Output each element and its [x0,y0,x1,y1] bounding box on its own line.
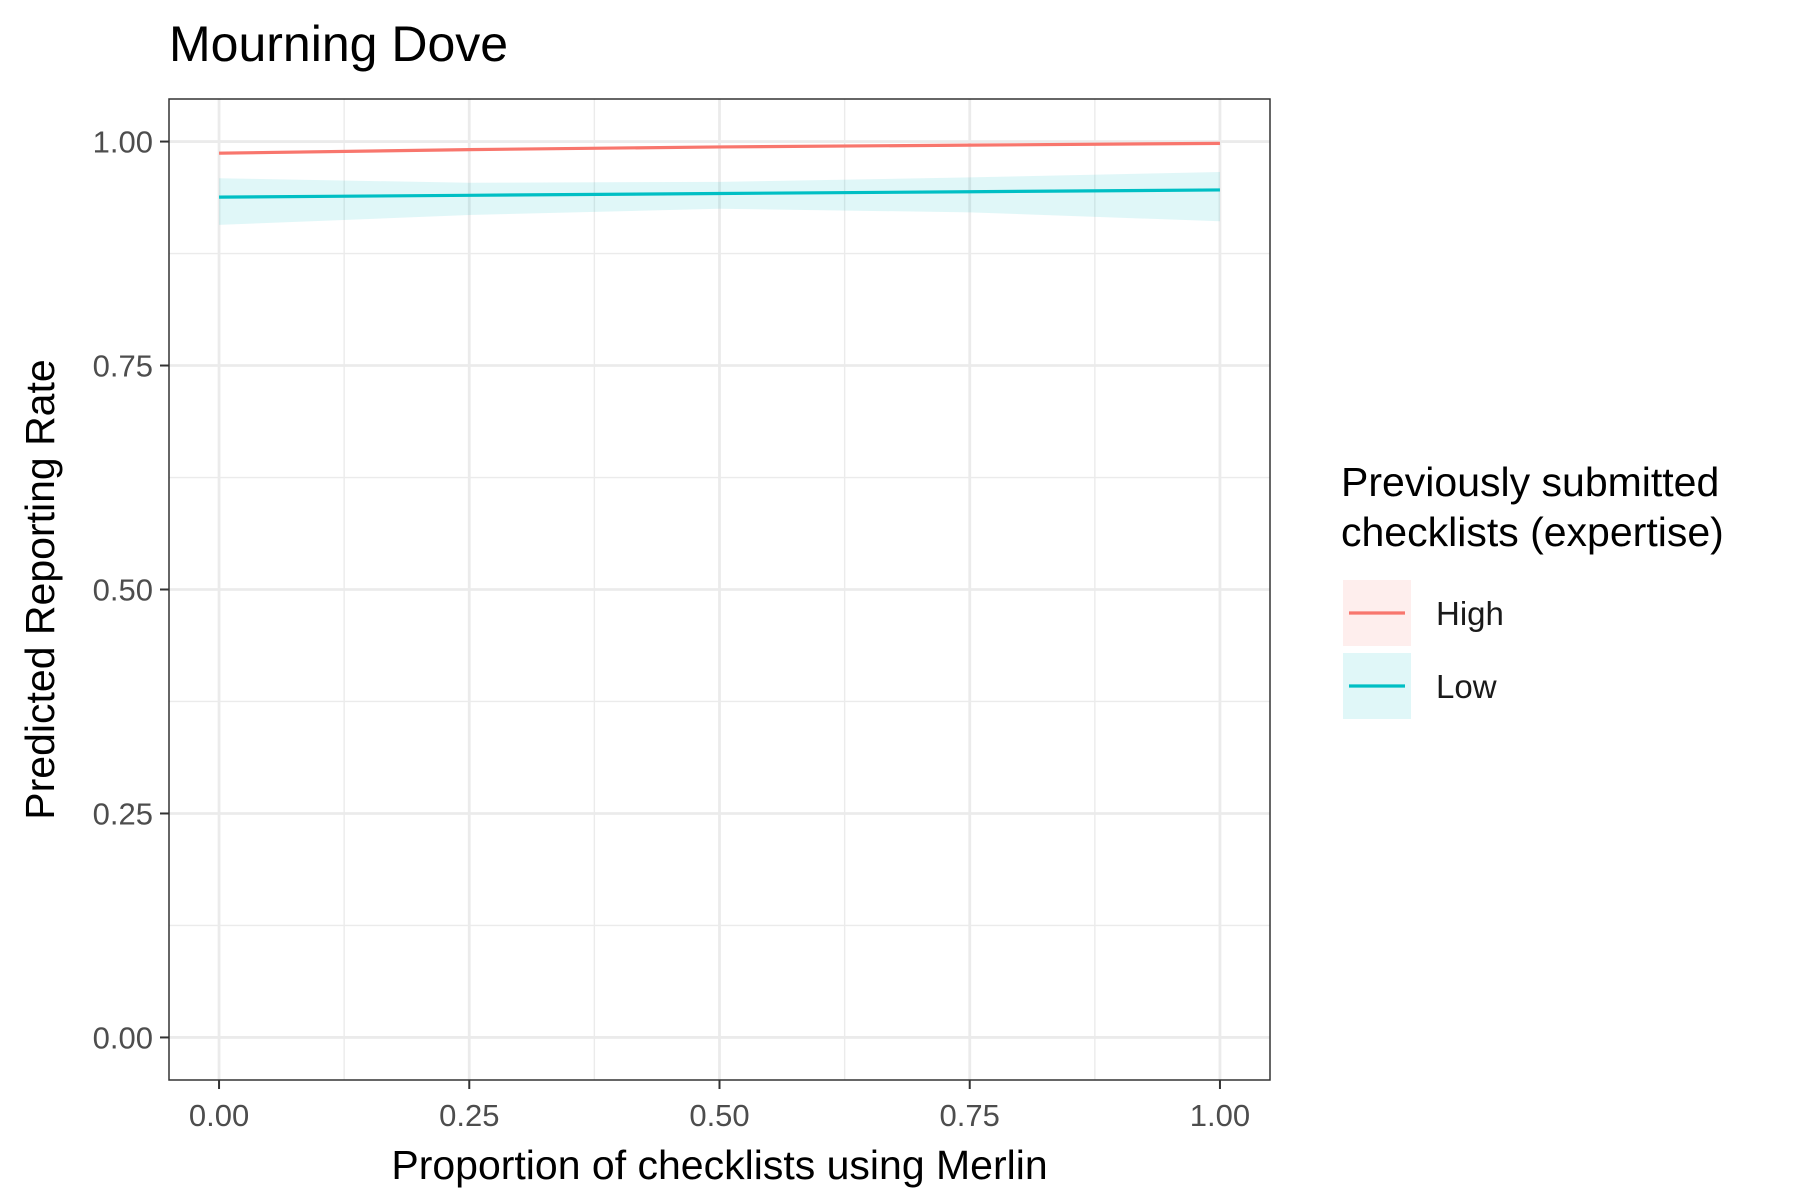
legend-title-line-1: Previously submitted [1341,459,1719,505]
legend-title-line-2: checklists (expertise) [1341,509,1724,555]
y-axis-ticks: 0.00 0.25 0.50 0.75 1.00 [93,125,169,1055]
legend: Previously submitted checklists (experti… [1341,459,1724,719]
series-lines [219,141,1220,199]
line-low [219,188,1220,199]
legend-keys: High Low [1343,580,1504,719]
x-tick-label: 0.75 [940,1098,1000,1133]
x-tick-label: 0.50 [689,1098,749,1133]
y-tick-label: 0.00 [93,1020,153,1055]
x-tick-label: 0.25 [439,1098,499,1133]
y-tick-label: 1.00 [93,125,153,160]
y-tick-label: 0.75 [93,349,153,384]
line-high [219,141,1220,155]
x-axis-title: Proportion of checklists using Merlin [391,1142,1047,1188]
chart-title: Mourning Dove [169,16,508,72]
legend-label-high: High [1436,595,1504,632]
x-tick-label: 0.00 [189,1098,249,1133]
y-tick-label: 0.50 [93,573,153,608]
ribbon-low [219,172,1220,225]
y-axis-title: Predicted Reporting Rate [17,359,63,819]
x-tick-label: 1.00 [1190,1098,1250,1133]
y-tick-label: 0.25 [93,796,153,831]
legend-label-low: Low [1436,668,1497,705]
grid-major [169,99,1270,1080]
x-axis-ticks: 0.00 0.25 0.50 0.75 1.00 [189,1080,1250,1133]
